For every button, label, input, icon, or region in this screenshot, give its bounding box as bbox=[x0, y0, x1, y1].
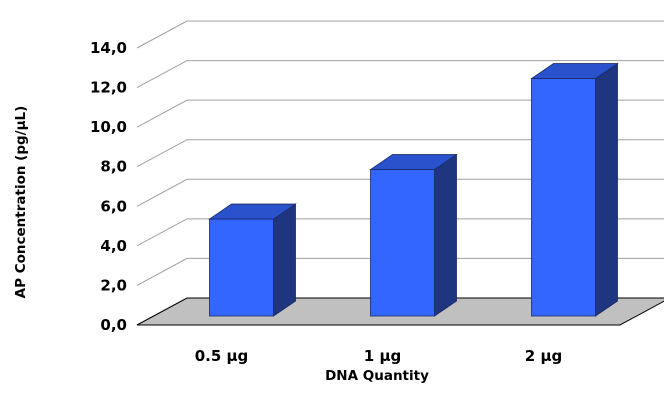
gridlines bbox=[136, 20, 664, 326]
x-category-label: 1 µg bbox=[364, 347, 401, 365]
bar bbox=[369, 153, 458, 317]
gridline bbox=[136, 257, 664, 286]
bar-front bbox=[531, 78, 596, 317]
bars bbox=[208, 62, 619, 317]
x-category-label: 0.5 µg bbox=[195, 347, 249, 365]
gridline bbox=[136, 139, 664, 168]
gridline bbox=[136, 178, 664, 207]
bar-front bbox=[209, 218, 274, 317]
gridline bbox=[136, 218, 664, 247]
bar-front bbox=[370, 169, 435, 317]
y-tick-label: 14,0 bbox=[90, 39, 127, 57]
y-tick-label: 12,0 bbox=[90, 79, 127, 97]
y-axis-ticks: 0,0 2,0 4,0 6,0 8,0 10,0 12,0 14,0 bbox=[90, 39, 127, 334]
y-tick-label: 10,0 bbox=[90, 118, 127, 136]
y-tick-label: 8,0 bbox=[100, 158, 127, 176]
bar-side bbox=[434, 153, 457, 317]
x-axis-categories: 0.5 µg 1 µg 2 µg bbox=[195, 347, 563, 365]
y-tick-label: 0,0 bbox=[100, 316, 127, 334]
bar bbox=[208, 203, 297, 317]
y-tick-label: 2,0 bbox=[100, 276, 127, 294]
y-tick-label: 4,0 bbox=[100, 237, 127, 255]
x-axis-title: DNA Quantity bbox=[325, 368, 429, 384]
y-tick-label: 6,0 bbox=[100, 197, 127, 215]
bar bbox=[530, 62, 619, 317]
y-axis-title: AP Concentration (pg/µL) bbox=[13, 106, 29, 299]
x-category-label: 2 µg bbox=[525, 347, 562, 365]
gridline bbox=[136, 99, 664, 128]
bar-side bbox=[595, 62, 618, 317]
gridline bbox=[136, 60, 664, 89]
bar-side bbox=[273, 203, 296, 317]
gridline bbox=[136, 20, 664, 49]
